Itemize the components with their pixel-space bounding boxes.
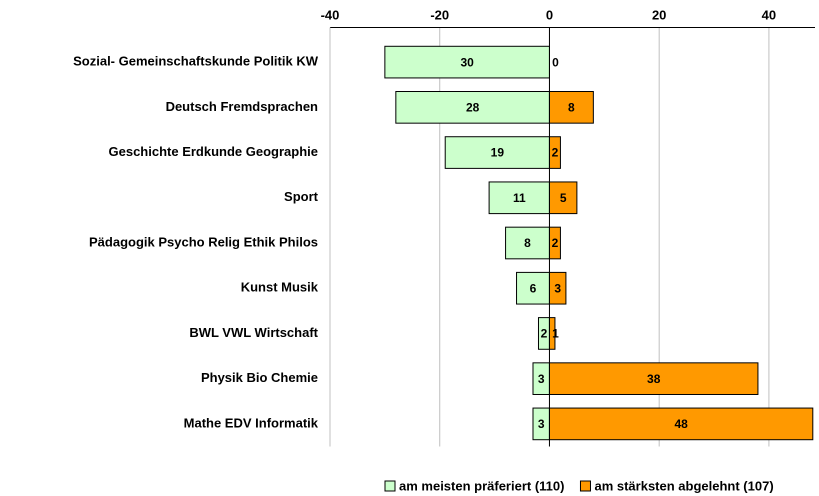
data-label: 6: [530, 281, 537, 295]
y-tick-label: Sozial- Gemeinschaftskunde Politik KW: [73, 54, 319, 69]
data-label: 28: [466, 101, 480, 115]
data-label: 0: [552, 55, 559, 69]
bar: [548, 362, 759, 395]
legend-swatch: [579, 480, 591, 492]
data-label: 2: [541, 327, 548, 341]
data-label: 1: [552, 327, 559, 341]
data-label: 38: [647, 372, 661, 386]
bar: [488, 181, 550, 215]
legend-label: am stärksten abgelehnt (107): [594, 478, 773, 493]
data-label: 3: [554, 281, 561, 295]
bar: [548, 91, 594, 124]
data-label: 2: [552, 146, 559, 160]
data-label: 30: [460, 55, 474, 69]
data-label: 5: [560, 191, 567, 205]
data-label: 8: [568, 101, 575, 115]
data-label: 19: [491, 146, 505, 160]
x-tick-label: -40: [321, 7, 340, 22]
y-tick-label: Sport: [284, 189, 319, 204]
y-tick-label: BWL VWL Wirtschaft: [189, 325, 318, 340]
bar: [384, 45, 550, 79]
x-tick-label: 0: [546, 7, 553, 22]
y-tick-label: Geschichte Erdkunde Geographie: [109, 144, 319, 159]
data-label: 48: [674, 417, 688, 431]
data-label: 8: [524, 236, 531, 250]
x-tick-label: 40: [762, 7, 776, 22]
bar: [395, 91, 550, 124]
x-tick-label: -20: [430, 7, 449, 22]
data-label: 3: [538, 372, 545, 386]
bar: [505, 226, 550, 260]
y-tick-label: Kunst Musik: [241, 280, 319, 295]
data-label: 11: [513, 191, 526, 205]
x-tick-label: 20: [652, 7, 666, 22]
data-label: 2: [552, 236, 559, 250]
bar: [548, 181, 578, 215]
data-label: 3: [538, 417, 545, 431]
legend-label: am meisten präferiert (110): [399, 478, 564, 493]
y-tick-label: Deutsch Fremdsprachen: [166, 99, 318, 114]
bar: [548, 407, 814, 441]
y-tick-label: Pädagogik Psycho Relig Ethik Philos: [89, 234, 318, 249]
y-tick-label: Physik Bio Chemie: [201, 370, 318, 385]
legend-swatch: [384, 480, 396, 492]
y-tick-label: Mathe EDV Informatik: [184, 415, 319, 430]
